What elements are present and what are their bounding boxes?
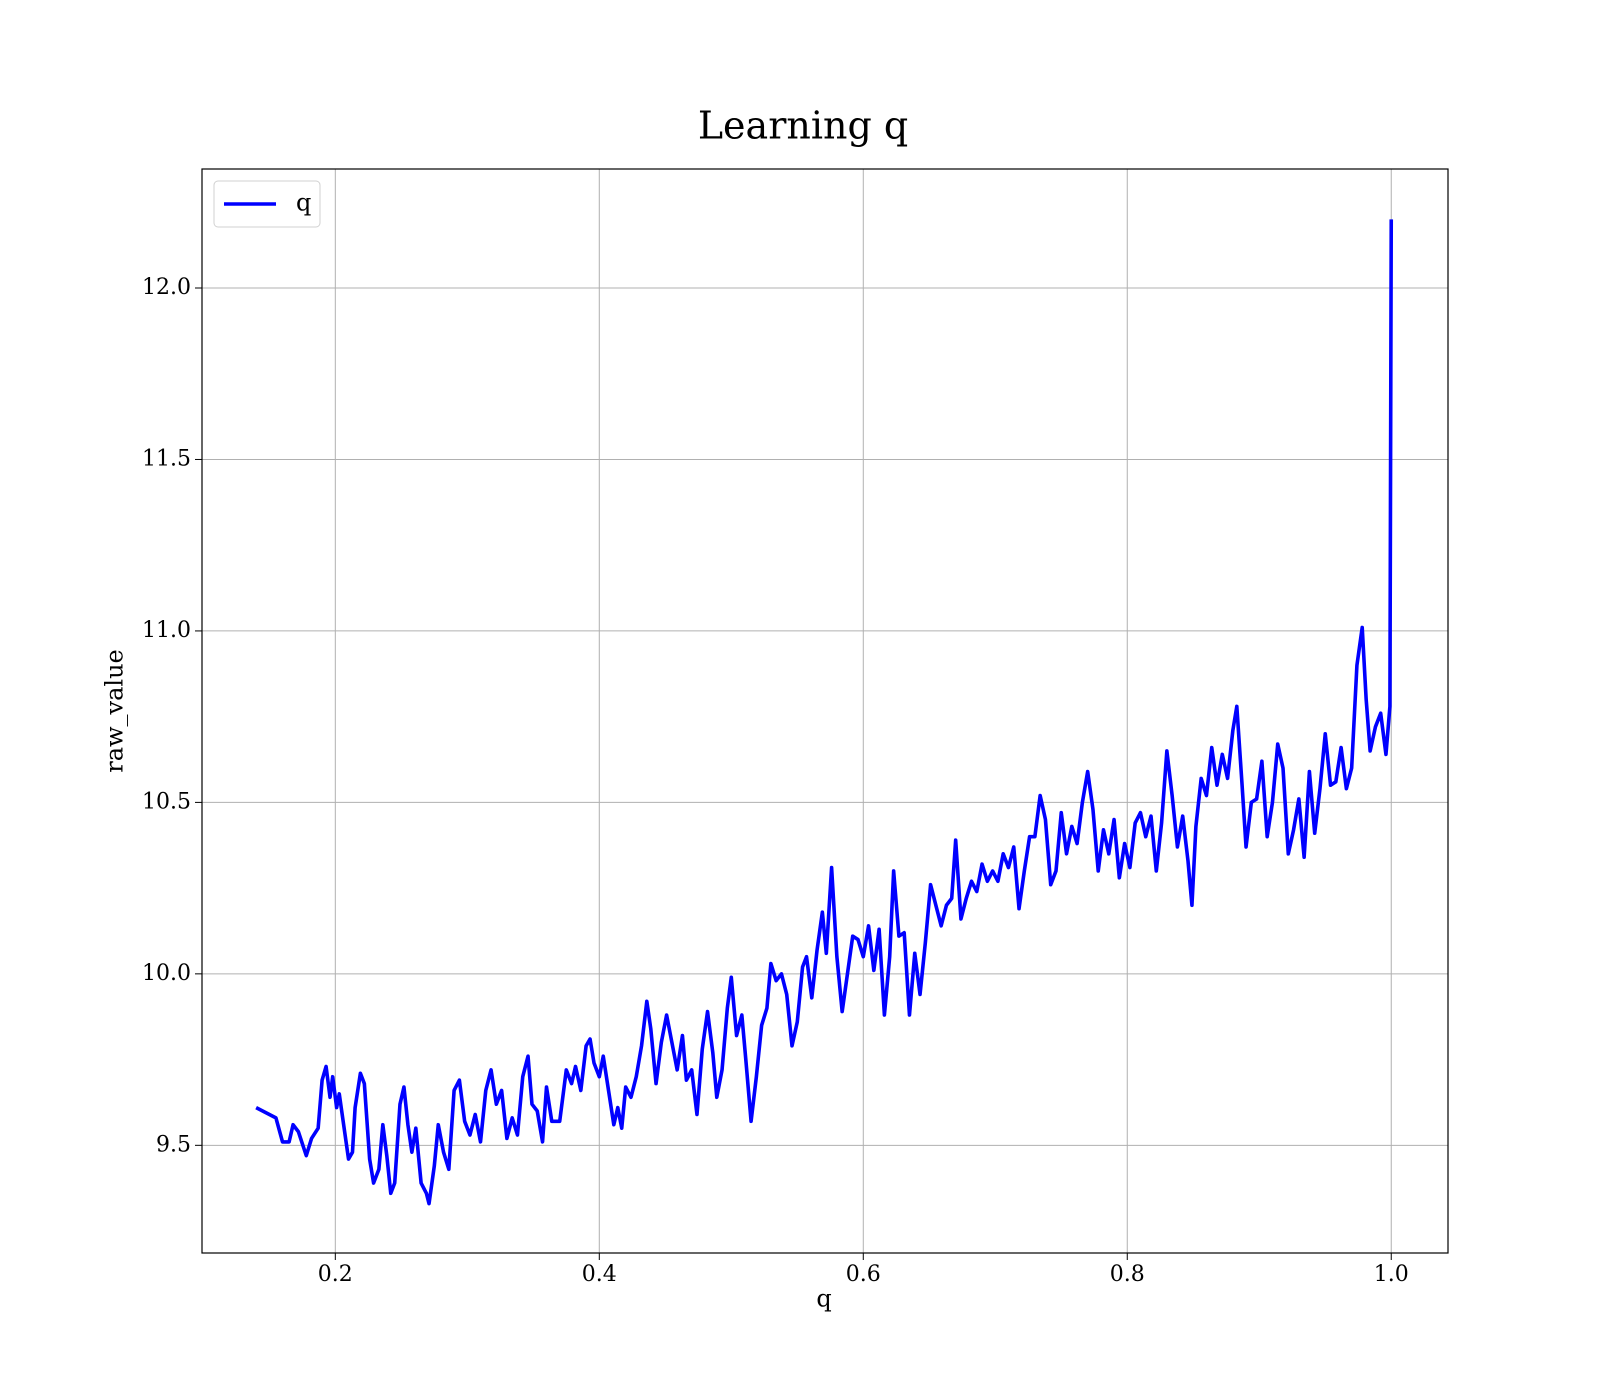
y-tick-label: 11.5	[142, 446, 191, 471]
x-tick-label: 0.2	[318, 1262, 353, 1287]
x-tick-label: 0.8	[1110, 1262, 1145, 1287]
x-axis-label: q	[816, 1285, 831, 1313]
y-axis-label: raw_value	[101, 649, 129, 773]
x-tick-label: 0.6	[846, 1262, 881, 1287]
y-tick-label: 11.0	[142, 618, 191, 643]
y-tick-label: 12.0	[142, 275, 191, 300]
y-tick-label: 10.5	[142, 789, 191, 814]
chart-title: Learning q	[698, 104, 908, 148]
x-tick-label: 1.0	[1374, 1262, 1409, 1287]
y-tick-label: 9.5	[156, 1132, 191, 1157]
x-tick-label: 0.4	[582, 1262, 617, 1287]
data-line	[255, 219, 1394, 1206]
legend: q	[213, 180, 321, 228]
legend-label: q	[296, 189, 311, 217]
y-tick-label: 10.0	[142, 961, 191, 986]
plot-frame	[201, 168, 1449, 1254]
